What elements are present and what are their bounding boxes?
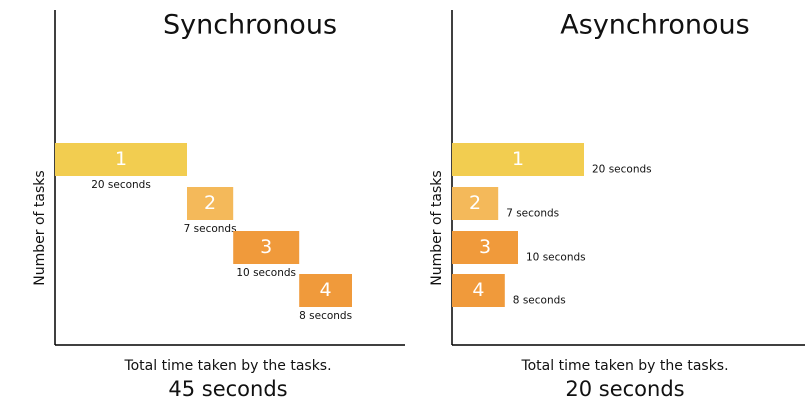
task-bar [299, 274, 352, 307]
y-axis-label: Number of tasks [429, 170, 445, 285]
total-label: 20 seconds [565, 377, 684, 401]
task-duration: 7 seconds [184, 223, 237, 235]
task-number: 4 [472, 279, 484, 301]
x-axis-label: Total time taken by the tasks. [520, 358, 728, 374]
task-number: 2 [469, 192, 481, 214]
task-number: 3 [260, 236, 272, 258]
task-bar [452, 274, 505, 307]
panel-title: Asynchronous [560, 10, 749, 41]
task-bar [233, 231, 300, 264]
task-duration: 7 seconds [506, 208, 559, 220]
task-bar [452, 143, 584, 176]
task-bar [452, 231, 518, 264]
task-duration: 10 seconds [526, 252, 586, 264]
task-bar [452, 187, 499, 220]
task-bar [187, 187, 234, 220]
task-duration: 8 seconds [299, 310, 352, 322]
total-label: 45 seconds [168, 377, 287, 401]
task-number: 1 [512, 148, 524, 170]
task-duration: 8 seconds [513, 295, 566, 307]
panel-title: Synchronous [163, 10, 337, 41]
task-duration: 20 seconds [91, 179, 151, 191]
y-axis-label: Number of tasks [32, 170, 48, 285]
task-number: 2 [204, 192, 216, 214]
task-number: 3 [479, 236, 491, 258]
x-axis-label: Total time taken by the tasks. [123, 358, 331, 374]
task-number: 4 [320, 279, 332, 301]
task-number: 1 [115, 148, 127, 170]
task-duration: 10 seconds [236, 267, 296, 279]
task-duration: 20 seconds [592, 164, 652, 176]
task-bar [55, 143, 187, 176]
